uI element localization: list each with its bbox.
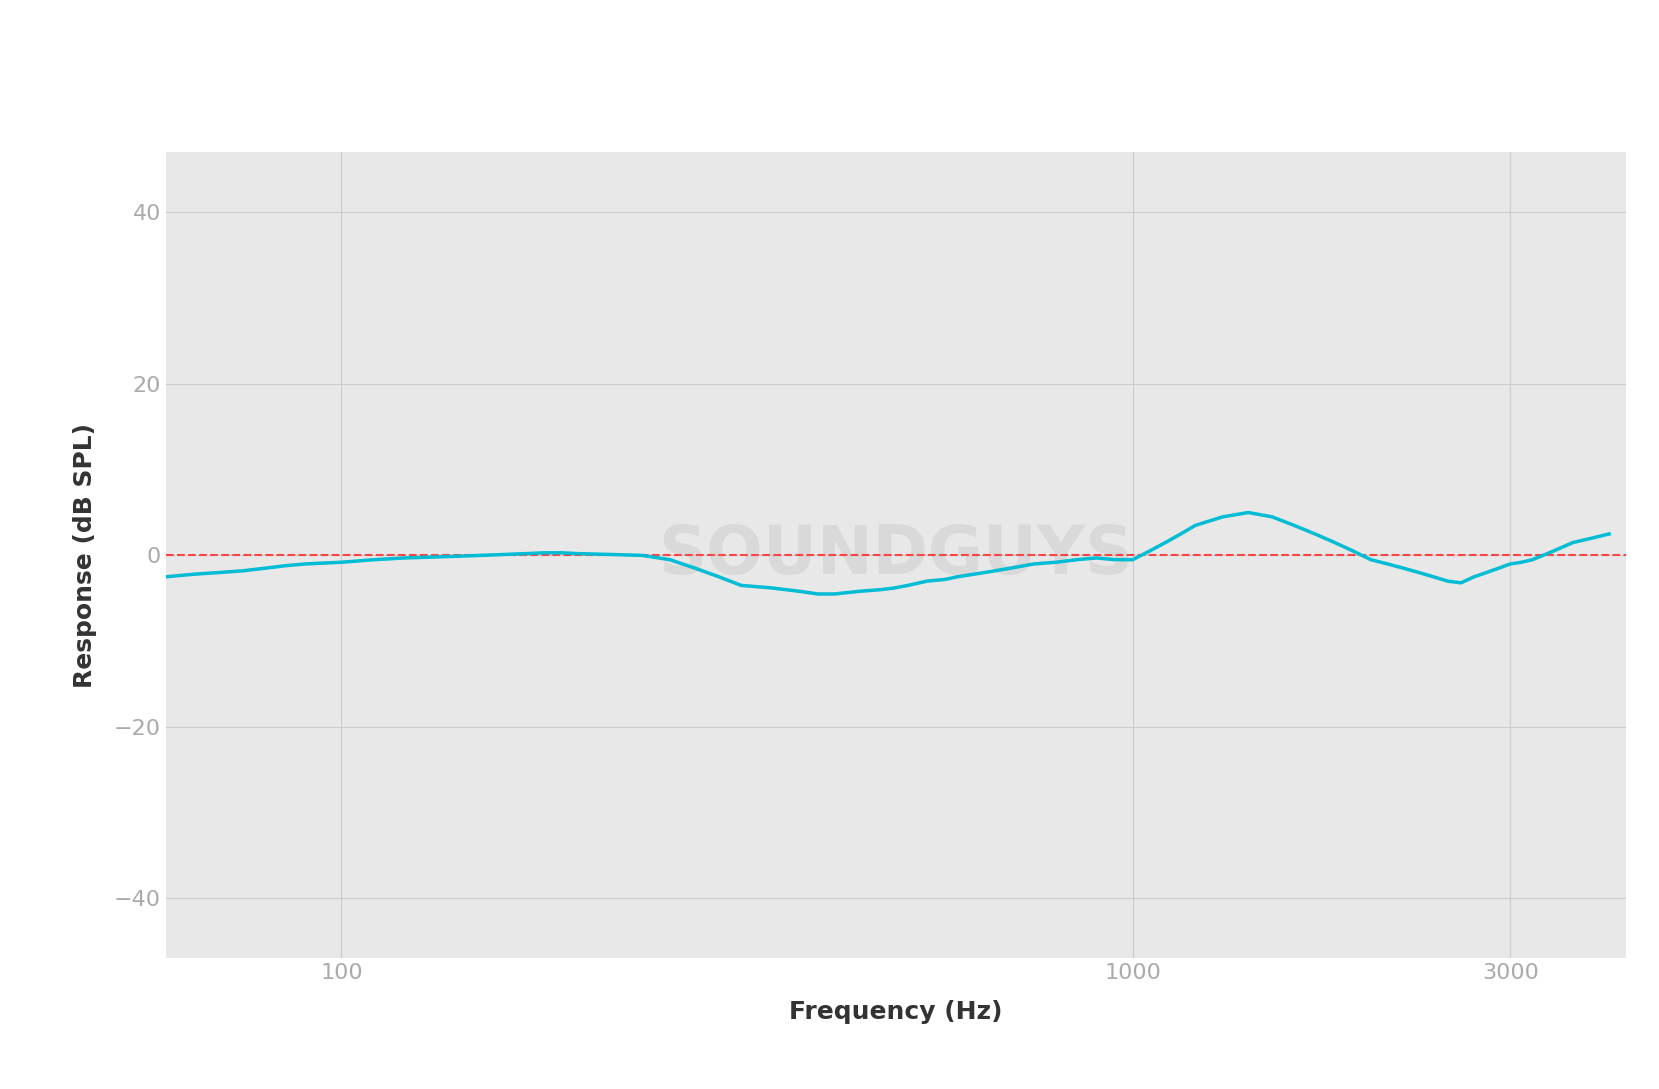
Text: SOUNDGUYS: SOUNDGUYS <box>659 523 1133 588</box>
Text: Frequency Response (voice band): Frequency Response (voice band) <box>433 89 1226 132</box>
Text: Samsung Galaxy Buds Live: Samsung Galaxy Buds Live <box>514 35 1145 77</box>
Y-axis label: Response (dB SPL): Response (dB SPL) <box>73 423 98 688</box>
X-axis label: Frequency (Hz): Frequency (Hz) <box>790 1000 1002 1024</box>
